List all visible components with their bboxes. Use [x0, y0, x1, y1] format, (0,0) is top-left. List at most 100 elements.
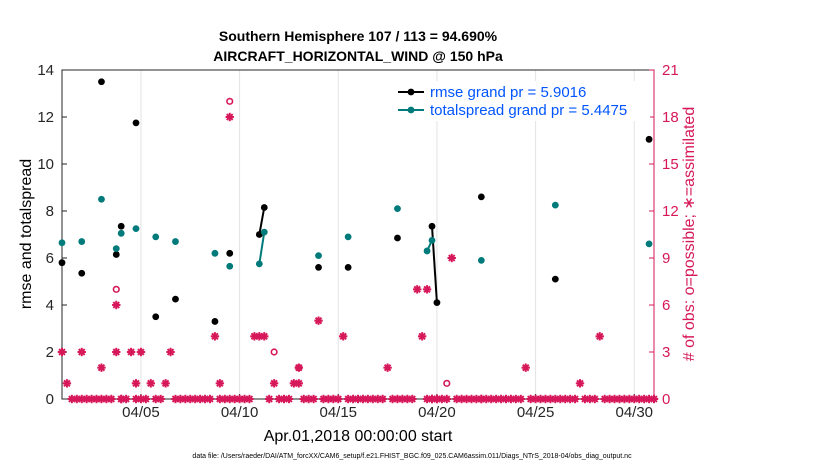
x-tick-label: 04/10 — [221, 404, 259, 421]
obs-assimilated-marker — [413, 285, 422, 294]
chart-title-line1: Southern Hemisphere 107 / 113 = 94.690% — [219, 28, 498, 44]
star-stroke — [161, 379, 170, 388]
totalspread-point — [255, 260, 263, 268]
obs-possible-marker — [443, 379, 451, 387]
x-tick-label: 04/05 — [122, 404, 160, 421]
obs-assimilated-marker — [136, 347, 146, 357]
star-stroke — [58, 348, 66, 356]
obs-assimilated-marker — [309, 394, 318, 404]
star-stroke — [112, 301, 120, 309]
star-stroke — [413, 285, 421, 294]
y-left-tick-label: 14 — [37, 62, 54, 79]
y-left-tick-label: 6 — [46, 250, 54, 267]
star-stroke — [270, 379, 278, 388]
rmse-point — [172, 295, 179, 303]
rmse-point — [428, 222, 436, 230]
obs-assimilated-marker — [107, 394, 116, 404]
legend-rmse-marker — [407, 88, 415, 96]
totalspread-point — [428, 236, 436, 244]
rmse-point — [477, 193, 485, 201]
obs-assimilated-marker — [575, 379, 585, 388]
rmse-point — [433, 299, 441, 307]
obs-assimilated-marker — [314, 316, 323, 325]
y-left-tick-label: 2 — [46, 344, 54, 361]
obs-possible-marker — [112, 285, 120, 293]
obs-assimilated-marker — [378, 394, 387, 404]
rmse-point — [645, 135, 653, 143]
star-stroke — [112, 348, 120, 356]
grid-lines — [140, 70, 635, 399]
totalspread-point — [211, 249, 219, 257]
obs-assimilated-marker — [269, 379, 279, 388]
obs-assimilated-marker — [294, 379, 303, 388]
star-stroke — [132, 379, 140, 388]
star-stroke — [226, 113, 234, 121]
rmse-point — [394, 234, 401, 242]
legend: rmse grand pr = 5.9016 totalspread grand… — [393, 81, 650, 121]
y-right-tick-label: 3 — [662, 344, 670, 361]
star-stroke — [596, 332, 604, 341]
obs-assimilated-marker — [225, 112, 234, 122]
legend-spread-label: totalspread grand pr = 5.4475 — [430, 102, 627, 119]
obs-assimilated-marker — [339, 332, 348, 341]
star-stroke — [314, 316, 323, 325]
legend-box — [393, 81, 650, 121]
totalspread-point — [98, 195, 105, 203]
totalspread-point — [112, 245, 120, 253]
chart-title-line2: AIRCRAFT_HORIZONTAL_WIND @ 150 hPa — [213, 48, 503, 64]
obs-assimilated-marker — [447, 253, 456, 263]
obs-assimilated-marker — [383, 363, 392, 372]
y-left-tick-label: 0 — [46, 391, 54, 408]
obs-assimilated-marker — [442, 394, 451, 404]
obs-assimilated-marker — [245, 394, 254, 404]
star-stroke — [418, 332, 426, 341]
star-stroke — [383, 363, 392, 372]
obs-assimilated-marker — [161, 379, 170, 388]
totalspread-point — [344, 233, 352, 241]
obs-assimilated-marker — [422, 285, 432, 294]
totalspread-point — [152, 233, 160, 241]
star-stroke — [408, 395, 416, 403]
obs-assimilated-marker — [521, 363, 530, 372]
y-left-tick-label: 12 — [37, 109, 54, 126]
star-stroke — [517, 395, 525, 403]
star-stroke — [245, 395, 254, 403]
obs-assimilated-marker — [265, 394, 274, 404]
star-stroke — [571, 395, 579, 403]
rmse-point — [226, 249, 234, 257]
y-right-tick-label: 6 — [662, 297, 670, 314]
data-series — [57, 78, 659, 404]
legend-spread-marker — [407, 106, 415, 114]
rmse-point — [344, 264, 352, 271]
star-stroke — [334, 395, 342, 403]
star-stroke — [147, 379, 155, 388]
obs-assimilated-marker — [417, 332, 427, 341]
star-stroke — [206, 395, 214, 403]
obs-assimilated-marker — [205, 394, 215, 404]
star-stroke — [265, 395, 273, 403]
obs-assimilated-marker — [215, 379, 225, 388]
star-stroke — [423, 285, 431, 294]
rmse-segment — [258, 207, 266, 235]
x-axis-label: Apr.01,2018 00:00:00 start — [264, 428, 453, 445]
star-stroke — [576, 379, 584, 388]
star-stroke — [122, 395, 130, 403]
y-left-tick-label: 10 — [37, 156, 54, 173]
totalspread-point — [394, 205, 401, 213]
x-tick-label: 04/25 — [517, 404, 555, 421]
rmse-point — [78, 269, 86, 277]
obs-assimilated-marker — [156, 394, 165, 404]
star-stroke — [295, 363, 303, 372]
rmse-point — [551, 275, 559, 283]
obs-assimilated-marker — [284, 394, 294, 404]
obs-assimilated-marker — [121, 394, 131, 404]
totalspread-point — [58, 239, 66, 247]
star-stroke — [216, 379, 224, 388]
obs-assimilated-marker — [590, 394, 599, 404]
obs-possible-marker — [226, 97, 234, 105]
obs-assimilated-marker — [210, 332, 220, 341]
obs-assimilated-marker — [97, 363, 106, 372]
totalspread-point — [132, 225, 140, 233]
